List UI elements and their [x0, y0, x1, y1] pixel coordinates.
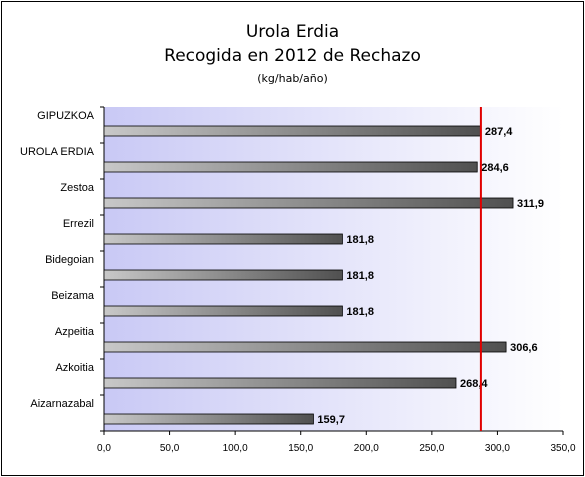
bar: [103, 413, 314, 425]
category-label: Zestoa: [60, 182, 95, 194]
plot-area: [104, 107, 563, 431]
bar: [103, 161, 478, 173]
bar: [103, 125, 482, 137]
bar: [103, 233, 343, 245]
category-label: Errezil: [63, 218, 94, 230]
data-label: 159,7: [317, 414, 345, 426]
chart-subtitle: Recogida en 2012 de Rechazo: [164, 46, 421, 66]
x-tick-label: 200,0: [354, 443, 379, 454]
category-label: GIPUZKOA: [37, 110, 95, 122]
category-label: Azpeitia: [55, 326, 95, 338]
data-label: 311,9: [517, 198, 544, 210]
x-tick-label: 300,0: [485, 443, 510, 454]
data-label: 181,8: [346, 270, 374, 282]
category-label: Beizama: [51, 290, 95, 302]
x-tick-label: 50,0: [160, 443, 180, 454]
category-label: UROLA ERDIA: [20, 146, 95, 158]
x-tick-label: 350,0: [550, 443, 575, 454]
category-label: Bidegoian: [45, 254, 94, 266]
data-label: 268,4: [460, 378, 488, 390]
bar: [103, 197, 514, 209]
bar: [103, 341, 507, 353]
bar: [103, 305, 343, 317]
chart-unit-label: (kg/hab/año): [257, 72, 328, 85]
bar: [103, 269, 343, 281]
x-tick-label: 0,0: [97, 443, 111, 454]
category-label: Aizarnazabal: [30, 398, 94, 410]
category-label: Azkoitia: [55, 362, 94, 374]
x-tick-label: 250,0: [419, 443, 444, 454]
data-label: 287,4: [485, 126, 513, 138]
bar: [103, 377, 457, 389]
chart-title: Urola Erdia: [245, 22, 340, 42]
data-label: 306,6: [510, 342, 538, 354]
data-label: 181,8: [346, 306, 374, 318]
x-tick-label: 150,0: [288, 443, 313, 454]
x-tick-label: 100,0: [223, 443, 248, 454]
data-label: 284,6: [481, 162, 509, 174]
data-label: 181,8: [346, 234, 374, 246]
